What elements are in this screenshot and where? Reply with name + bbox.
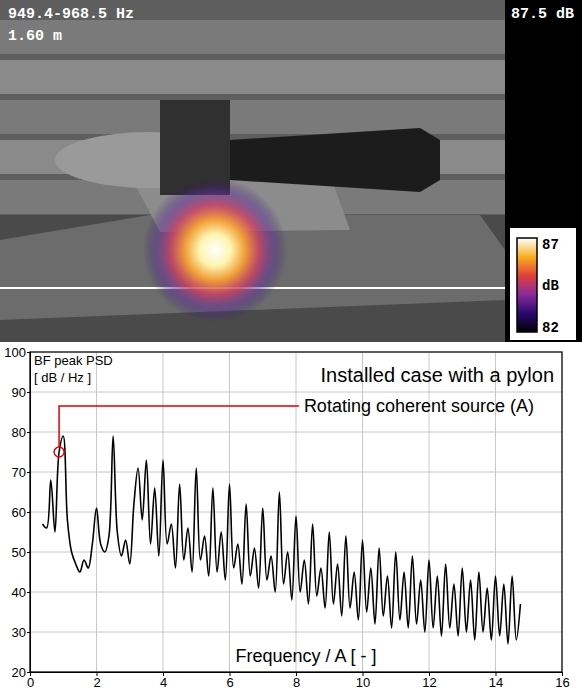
y-tick-label: 40 [12,585,26,600]
y-tick: 80 [12,425,30,440]
y-axis: 20 30 40 50 60 70 80 90 100 [4,345,30,680]
y-axis-title: BF peak PSD [34,353,113,368]
x-tick-label: 4 [160,675,167,690]
y-tick-label: 70 [12,465,26,480]
annotation-text: Rotating coherent source (A) [304,396,534,416]
x-tick-label: 6 [226,675,233,690]
x-tick: 0 [27,672,34,690]
y-tick-label: 80 [12,425,26,440]
y-tick-label: 50 [12,545,26,560]
y-tick: 60 [12,505,30,520]
x-tick-label: 12 [422,675,436,690]
y-tick: 70 [12,465,30,480]
colorbar [517,238,537,332]
colorbar-label: dB [542,278,559,294]
x-tick: 16 [555,672,569,690]
distance-label: 1.60 m [8,28,62,45]
photo-wall [0,0,505,342]
colorbar-box [510,228,576,340]
x-tick: 8 [293,672,300,690]
photo [0,0,505,342]
x-tick: 4 [160,672,167,690]
y-tick-label: 20 [12,665,26,680]
y-axis-units: [ dB / Hz ] [34,370,91,385]
annotation-leader [59,406,299,447]
grid-line-y [30,592,562,593]
y-tick-label: 90 [12,385,26,400]
grid-line-y [30,392,562,393]
x-tick-label: 0 [27,675,34,690]
x-tick: 6 [226,672,233,690]
x-tick: 14 [489,672,503,690]
x-tick-label: 8 [293,675,300,690]
x-axis-title: Frequency / A [ - ] [235,646,376,666]
y-tick-label: 100 [4,345,26,360]
photo-panel [0,60,505,94]
x-tick: 2 [93,672,100,690]
grid-line-y [30,432,562,433]
plot-frame [30,352,562,672]
spectrum-line [42,436,520,644]
figure: 949.4-968.5 Hz 1.60 m 87.5 dB 82 87 dB 0 2 4 6 8 10… [0,0,582,695]
annotation-marker [54,447,64,457]
source-map [143,178,287,322]
y-tick: 90 [12,385,30,400]
x-tick: 12 [422,672,436,690]
chart-background [0,342,582,695]
chart-title: Installed case with a pylon [321,364,554,386]
y-tick-label: 60 [12,505,26,520]
y-tick: 20 [12,665,30,680]
x-tick-label: 10 [356,675,370,690]
level-label: 87.5 dB [511,6,574,23]
map-background [0,0,582,342]
y-tick: 40 [12,585,30,600]
photo-nozzle [230,128,440,192]
y-tick: 30 [12,625,30,640]
y-tick: 50 [12,545,30,560]
grid [30,352,562,672]
x-tick-label: 16 [555,675,569,690]
x-tick-label: 14 [489,675,503,690]
grid-line-y [30,552,562,553]
plot-area [42,436,520,644]
colorbar-tick-label: 82 [542,320,559,336]
y-tick-label: 30 [12,625,26,640]
x-axis: 0 2 4 6 8 10 12 14 16 [27,672,570,690]
x-tick-label: 2 [93,675,100,690]
x-tick: 10 [356,672,370,690]
y-tick: 100 [4,345,30,360]
photo-panel [0,100,505,134]
grid-line-y [30,472,562,473]
grid-line-y [30,632,562,633]
photo-panel [0,20,505,54]
frequency-label: 949.4-968.5 Hz [8,6,134,23]
colorbar-tick-label: 87 [542,237,559,253]
